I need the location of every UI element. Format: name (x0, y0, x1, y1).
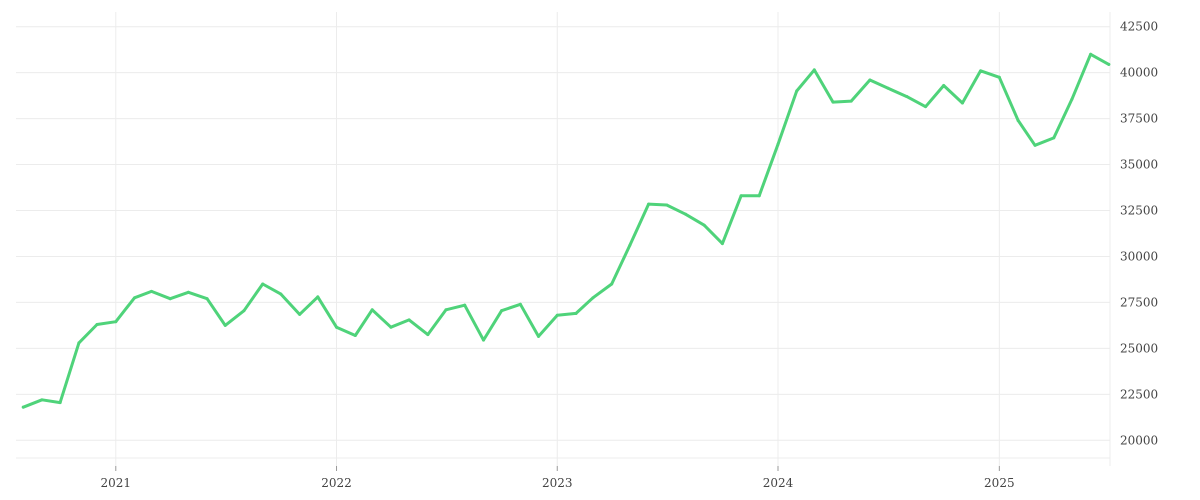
data-point (886, 86, 890, 90)
data-point (40, 398, 44, 402)
series-layer (21, 52, 1111, 409)
data-point (77, 341, 81, 345)
data-point (555, 313, 559, 317)
y-tick-label: 40000 (1120, 66, 1158, 80)
data-point (242, 309, 246, 313)
data-point (186, 290, 190, 294)
data-point (702, 223, 706, 227)
gridlines (16, 12, 1111, 466)
data-point (261, 282, 265, 286)
data-point (95, 322, 99, 326)
data-point (979, 69, 983, 73)
data-point (812, 68, 816, 72)
data-point (316, 295, 320, 299)
data-point (463, 303, 467, 307)
data-point (960, 101, 964, 105)
data-point (444, 308, 448, 312)
x-tick-label: 2024 (763, 476, 794, 490)
data-point (683, 212, 687, 216)
data-point (407, 318, 411, 322)
data-point (831, 100, 835, 104)
data-point (1052, 136, 1056, 140)
data-point (591, 296, 595, 300)
data-point (1016, 118, 1020, 122)
data-point (370, 308, 374, 312)
data-point (776, 142, 780, 146)
data-point (537, 334, 541, 338)
data-point (353, 333, 357, 337)
data-point (905, 95, 909, 99)
data-point (21, 405, 25, 409)
data-point (942, 84, 946, 88)
data-point (389, 325, 393, 329)
y-tick-label: 32500 (1120, 204, 1158, 218)
data-point (997, 75, 1001, 79)
data-point (628, 243, 632, 247)
data-point (518, 302, 522, 306)
y-tick-label: 27500 (1120, 295, 1158, 309)
data-point (481, 338, 485, 342)
y-tick-label: 22500 (1120, 387, 1158, 401)
data-point (279, 292, 283, 296)
x-axis-ticks: 2021 2022 2023 2024 2025 (101, 466, 1015, 490)
data-point (739, 194, 743, 198)
data-point (114, 320, 118, 324)
y-tick-label: 25000 (1120, 341, 1158, 355)
data-point (223, 323, 227, 327)
data-point (665, 203, 669, 207)
data-point (133, 296, 137, 300)
series-line (21, 52, 1111, 409)
y-tick-label: 20000 (1120, 433, 1158, 447)
data-point (610, 282, 614, 286)
data-point (298, 312, 302, 316)
data-point (647, 202, 651, 206)
data-point (720, 242, 724, 246)
data-point (1089, 52, 1093, 56)
y-tick-label: 35000 (1120, 158, 1158, 172)
data-point (335, 325, 339, 329)
x-tick-label: 2025 (984, 476, 1015, 490)
data-point (500, 309, 504, 313)
data-point (58, 401, 62, 405)
y-tick-label: 42500 (1120, 20, 1158, 34)
data-point (1070, 97, 1074, 101)
data-point (1033, 143, 1037, 147)
data-point (149, 289, 153, 293)
data-point (868, 78, 872, 82)
data-point (574, 311, 578, 315)
x-tick-label: 2022 (321, 476, 352, 490)
x-tick-label: 2023 (542, 476, 573, 490)
data-point (795, 89, 799, 93)
data-point (849, 99, 853, 103)
data-point (1107, 62, 1111, 66)
y-tick-label: 37500 (1120, 112, 1158, 126)
data-point (205, 297, 209, 301)
y-axis-ticks: 20000 22500 25000 27500 30000 32500 35000 37500… (1120, 20, 1158, 448)
data-point (757, 194, 761, 198)
y-tick-label: 30000 (1120, 249, 1158, 263)
data-point (426, 333, 430, 337)
data-point (168, 297, 172, 301)
data-point (924, 105, 928, 109)
x-tick-label: 2021 (101, 476, 132, 490)
